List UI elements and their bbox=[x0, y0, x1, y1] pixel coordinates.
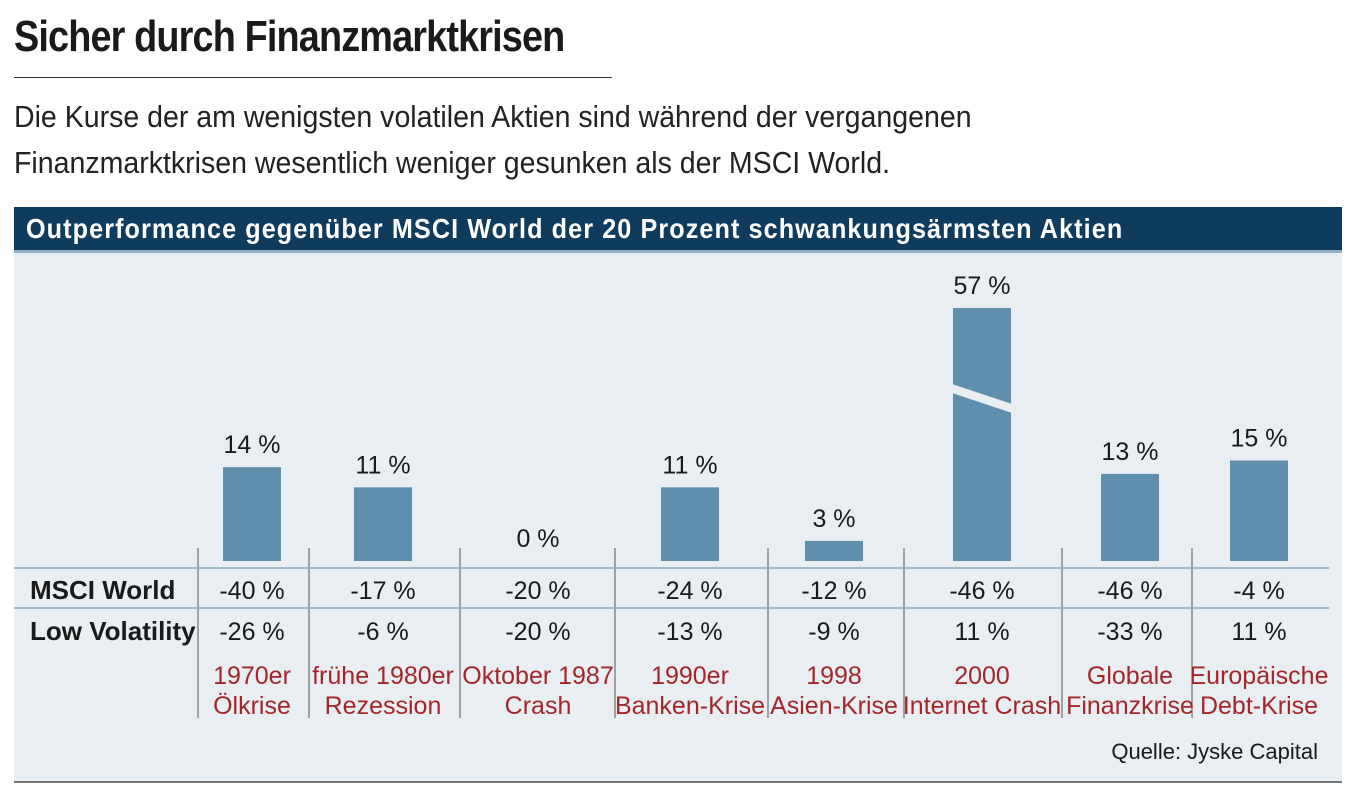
category-label: 1998 bbox=[806, 662, 862, 690]
table-cell: -20 % bbox=[505, 618, 570, 646]
category-label: Ölkrise bbox=[213, 692, 291, 720]
bar bbox=[354, 487, 412, 561]
chart-subtitle: Die Kurse der am wenigsten volatilen Akt… bbox=[14, 99, 972, 180]
category-label: Globale bbox=[1087, 662, 1173, 690]
table-cell: -6 % bbox=[357, 618, 408, 646]
table-row-label: MSCI World bbox=[30, 575, 175, 605]
source-note: Quelle: Jyske Capital bbox=[1111, 739, 1318, 764]
bar bbox=[953, 308, 1011, 561]
category-label: 2000 bbox=[954, 662, 1010, 690]
bar-value-label: 0 % bbox=[516, 525, 559, 553]
category-label: Debt-Krise bbox=[1200, 692, 1318, 720]
category-label: Asien-Krise bbox=[770, 692, 898, 720]
category-label: Rezession bbox=[325, 692, 442, 720]
category-label: Crash bbox=[505, 692, 572, 720]
bar bbox=[805, 540, 863, 561]
bar-value-label: 13 % bbox=[1102, 438, 1159, 466]
category-label: Oktober 1987 bbox=[462, 662, 614, 690]
chart-title: Sicher durch Finanzmarktkrisen bbox=[14, 12, 565, 61]
category-label: Finanzkrise bbox=[1066, 692, 1194, 720]
table-cell: 11 % bbox=[1231, 618, 1286, 646]
table-cell: -24 % bbox=[657, 577, 722, 605]
category-label: Banken-Krise bbox=[615, 692, 765, 720]
category-label: 1970er bbox=[213, 662, 291, 690]
category-label: Europäische bbox=[1190, 662, 1329, 690]
table-cell: -26 % bbox=[219, 618, 284, 646]
bar bbox=[1230, 460, 1288, 561]
table-row-label: Low Volatility bbox=[30, 616, 196, 646]
table-cell: -9 % bbox=[808, 618, 859, 646]
table-cell: -13 % bbox=[657, 618, 722, 646]
bar-value-label: 3 % bbox=[812, 505, 855, 533]
table-cell: -17 % bbox=[350, 577, 415, 605]
table-cell: -40 % bbox=[219, 577, 284, 605]
bottom-rule bbox=[14, 781, 1342, 783]
table-cell: -12 % bbox=[801, 577, 866, 605]
category-label: 1990er bbox=[651, 662, 729, 690]
chart-banner: Outperformance gegenüber MSCI World der … bbox=[14, 207, 1342, 253]
bar-value-label: 14 % bbox=[224, 431, 281, 459]
bar bbox=[661, 487, 719, 561]
bar bbox=[223, 467, 281, 561]
category-label: Internet Crash bbox=[903, 692, 1061, 720]
table-cell: -4 % bbox=[1233, 577, 1284, 605]
category-label: frühe 1980er bbox=[312, 662, 454, 690]
table-cell: -46 % bbox=[949, 577, 1014, 605]
bar-value-label: 57 % bbox=[954, 272, 1011, 300]
axis-break bbox=[952, 384, 1012, 413]
bar bbox=[1101, 473, 1159, 561]
table-cell: 11 % bbox=[954, 618, 1009, 646]
bar-value-label: 11 % bbox=[662, 451, 717, 479]
bar-value-label: 11 % bbox=[355, 451, 410, 479]
table-cell: -20 % bbox=[505, 577, 570, 605]
title-rule bbox=[14, 77, 612, 78]
bar-value-label: 15 % bbox=[1231, 425, 1288, 453]
banner-title: Outperformance gegenüber MSCI World der … bbox=[26, 213, 1124, 244]
table-cell: -33 % bbox=[1097, 618, 1162, 646]
table-cell: -46 % bbox=[1097, 577, 1162, 605]
